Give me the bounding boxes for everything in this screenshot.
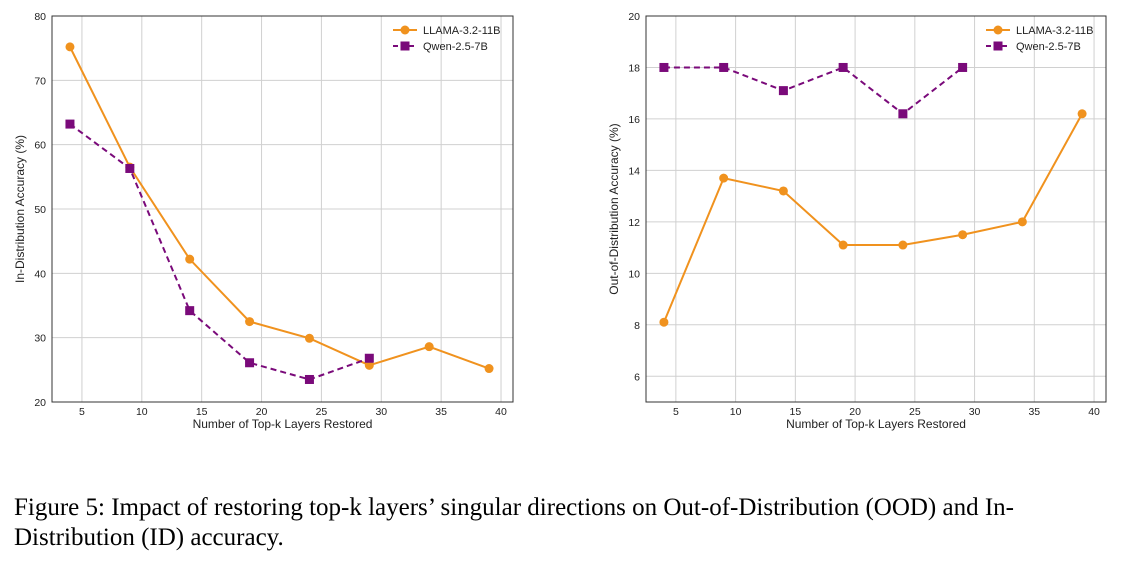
x-tick-label: 5 — [673, 406, 679, 418]
data-point — [719, 62, 729, 72]
y-tick-label: 80 — [34, 11, 46, 23]
data-point — [65, 42, 75, 52]
figure-caption: Figure 5: Impact of restoring top-k laye… — [14, 494, 1014, 551]
data-point — [659, 317, 669, 327]
y-tick-label: 20 — [628, 11, 640, 23]
data-point — [125, 163, 135, 173]
data-point — [958, 62, 968, 72]
series-line-2 — [663, 66, 964, 116]
data-point — [364, 353, 374, 363]
figure: 5 10 15 20 25 30 35 40 20 30 40 50 60 70 80 Number of T… — [13, 11, 1107, 431]
plot-frame — [51, 15, 514, 403]
data-point — [659, 62, 669, 72]
y-tick-label: 40 — [34, 268, 46, 280]
y-tick-label: 16 — [628, 114, 640, 126]
series-line-1 — [662, 113, 1083, 323]
plot-frame — [645, 15, 1107, 403]
x-axis-label: Number of Top-k Layers Restored — [193, 417, 373, 431]
y-tick-label: 20 — [34, 397, 46, 409]
data-point — [484, 364, 494, 374]
data-point — [778, 186, 788, 196]
y-tick-label: 50 — [34, 204, 46, 216]
data-point — [185, 254, 195, 264]
y-tick-label: 14 — [628, 165, 640, 177]
y-tick-label: 30 — [34, 333, 46, 345]
x-tick-label: 10 — [730, 406, 742, 418]
y-axis-label: Out-of-Distribution Accuracy (%) — [607, 123, 621, 294]
y-tick-label: 18 — [628, 62, 640, 74]
x-tick-label: 25 — [316, 406, 328, 418]
x-tick-label: 30 — [969, 406, 981, 418]
y-tick-label: 10 — [628, 268, 640, 280]
legend-marker — [400, 41, 410, 51]
x-tick-label: 30 — [375, 406, 387, 418]
x-tick-label: 35 — [435, 406, 447, 418]
data-point — [245, 358, 255, 368]
x-tick-label: 20 — [256, 406, 268, 418]
data-point — [304, 333, 314, 343]
data-point — [185, 306, 195, 316]
data-point — [778, 86, 788, 96]
x-tick-label: 40 — [495, 406, 507, 418]
data-point — [1017, 217, 1027, 227]
legend-label: Qwen-2.5-7B — [1016, 41, 1081, 53]
data-point — [1077, 109, 1087, 119]
y-tick-label: 70 — [34, 75, 46, 87]
data-point — [898, 109, 908, 119]
y-tick-label: 12 — [628, 217, 640, 229]
legend-marker — [993, 41, 1003, 51]
series-line-1 — [69, 46, 490, 370]
data-point — [65, 119, 75, 129]
legend-label: Qwen-2.5-7B — [423, 41, 488, 53]
data-point — [958, 230, 968, 240]
chart-panel-1: 5 10 15 20 25 30 35 40 20 30 40 50 60 70 80 Number of T… — [13, 11, 514, 431]
y-tick-label: 6 — [634, 371, 640, 383]
data-point — [898, 240, 908, 250]
x-tick-label: 40 — [1088, 406, 1100, 418]
y-tick-label: 8 — [634, 320, 640, 332]
x-tick-label: 15 — [196, 406, 208, 418]
x-tick-label: 25 — [909, 406, 921, 418]
data-point — [304, 374, 314, 384]
legend-label: LLAMA-3.2-11B — [423, 25, 500, 37]
y-tick-label: 60 — [34, 140, 46, 152]
data-point — [245, 317, 255, 327]
data-point — [364, 360, 374, 370]
legend-label: LLAMA-3.2-11B — [1016, 25, 1093, 37]
x-axis-label: Number of Top-k Layers Restored — [786, 417, 966, 431]
legend-marker — [400, 25, 410, 35]
data-point — [719, 173, 729, 183]
x-tick-label: 35 — [1028, 406, 1040, 418]
series-line-2 — [69, 123, 370, 381]
legend-marker — [993, 25, 1003, 35]
data-point — [838, 62, 848, 72]
x-tick-label: 15 — [790, 406, 802, 418]
x-tick-label: 10 — [136, 406, 148, 418]
y-axis-label: In-Distribution Accuracy (%) — [13, 135, 27, 283]
data-point — [838, 240, 848, 250]
x-tick-label: 20 — [849, 406, 861, 418]
data-point — [424, 342, 434, 352]
x-tick-label: 5 — [79, 406, 85, 418]
